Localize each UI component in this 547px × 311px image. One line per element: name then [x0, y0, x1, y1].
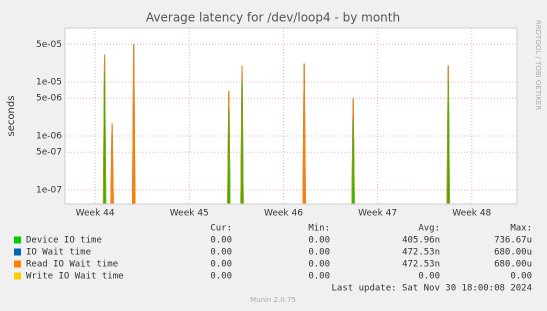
plot-frame [64, 27, 518, 205]
legend-label: Write IO Wait time [26, 272, 124, 282]
x-tick-label: Week 46 [264, 209, 303, 219]
legend-label: Device IO time [26, 236, 102, 246]
plot-area [65, 28, 517, 204]
legend-value: 0.00 [308, 236, 330, 246]
legend-value: 0.00 [210, 272, 232, 282]
legend-label: IO Wait time [26, 248, 91, 258]
x-tick-label: Week 44 [76, 209, 115, 219]
y-tick-label: 1e-06 [36, 131, 62, 141]
legend-swatch [14, 272, 21, 280]
legend-swatch [14, 260, 21, 268]
x-tick-label: Week 48 [452, 209, 491, 219]
legend-value: 0.00 [210, 236, 232, 246]
legend-value: 0.00 [308, 260, 330, 270]
x-tick-label: Week 45 [170, 209, 209, 219]
legend-value: 0.00 [308, 272, 330, 282]
legend-value: 0.00 [210, 260, 232, 270]
legend-value: 472.53n [402, 248, 440, 258]
legend-value: 680.00u [494, 248, 532, 258]
last-update: Last update: Sat Nov 30 18:00:08 2024 [332, 284, 532, 294]
legend-header: Avg: [418, 224, 440, 234]
side-text: RRDTOOL / TOBI OETIKER [534, 20, 542, 110]
legend-value: 0.00 [510, 272, 532, 282]
y-tick-label: 1e-07 [36, 185, 62, 195]
legend-value: 0.00 [308, 248, 330, 258]
legend-header: Max: [510, 224, 532, 234]
legend-header: Min: [308, 224, 330, 234]
legend-swatch [14, 236, 21, 244]
legend-label: Read IO Wait time [26, 260, 118, 270]
legend-value: 680.00u [494, 260, 532, 270]
legend-value: 472.53n [402, 260, 440, 270]
chart-title: Average latency for /dev/loop4 - by mont… [146, 11, 400, 25]
y-axis-label: seconds [6, 96, 17, 137]
y-tick-label: 5e-06 [36, 94, 62, 104]
legend-value: 0.00 [210, 248, 232, 258]
legend-swatch [14, 248, 21, 256]
y-tick-label: 1e-05 [36, 77, 62, 87]
legend-value: 405.96n [402, 236, 440, 246]
y-tick-label: 5e-05 [36, 40, 62, 50]
y-tick-label: 5e-07 [36, 148, 62, 158]
legend-value: 736.67u [494, 236, 532, 246]
x-tick-label: Week 47 [358, 209, 397, 219]
footer: Munin 2.0.75 [250, 296, 296, 304]
legend-header: Cur: [210, 224, 232, 234]
legend-value: 0.00 [418, 272, 440, 282]
